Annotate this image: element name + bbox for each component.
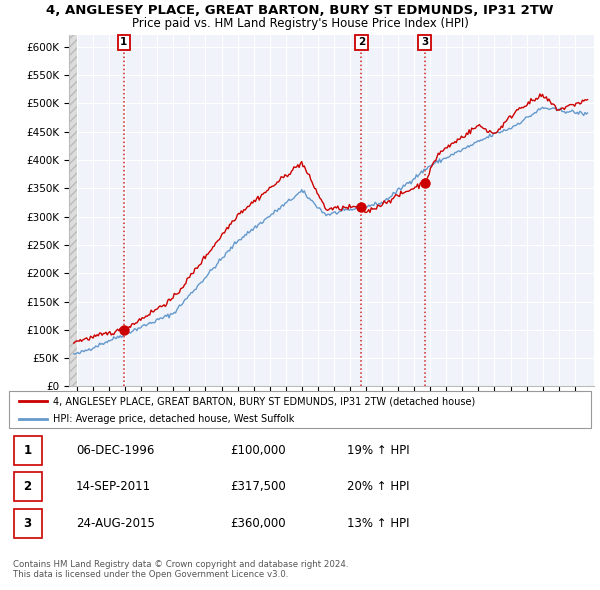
Text: 14-SEP-2011: 14-SEP-2011 [76, 480, 151, 493]
Text: 13% ↑ HPI: 13% ↑ HPI [347, 517, 409, 530]
Text: 1: 1 [120, 37, 128, 47]
FancyBboxPatch shape [14, 509, 41, 538]
FancyBboxPatch shape [9, 391, 591, 428]
Text: Price paid vs. HM Land Registry's House Price Index (HPI): Price paid vs. HM Land Registry's House … [131, 17, 469, 30]
Text: Contains HM Land Registry data © Crown copyright and database right 2024.
This d: Contains HM Land Registry data © Crown c… [13, 560, 349, 579]
FancyBboxPatch shape [14, 472, 41, 501]
Text: 24-AUG-2015: 24-AUG-2015 [76, 517, 155, 530]
Text: 4, ANGLESEY PLACE, GREAT BARTON, BURY ST EDMUNDS, IP31 2TW (detached house): 4, ANGLESEY PLACE, GREAT BARTON, BURY ST… [53, 396, 475, 407]
Text: 2: 2 [23, 480, 32, 493]
Text: HPI: Average price, detached house, West Suffolk: HPI: Average price, detached house, West… [53, 414, 294, 424]
Text: 20% ↑ HPI: 20% ↑ HPI [347, 480, 409, 493]
Text: £317,500: £317,500 [230, 480, 286, 493]
Text: 19% ↑ HPI: 19% ↑ HPI [347, 444, 409, 457]
Text: 3: 3 [23, 517, 32, 530]
Text: £360,000: £360,000 [230, 517, 286, 530]
Text: 3: 3 [421, 37, 428, 47]
Text: 1: 1 [23, 444, 32, 457]
Text: 06-DEC-1996: 06-DEC-1996 [76, 444, 154, 457]
Text: £100,000: £100,000 [230, 444, 286, 457]
FancyBboxPatch shape [14, 435, 41, 465]
Text: 4, ANGLESEY PLACE, GREAT BARTON, BURY ST EDMUNDS, IP31 2TW: 4, ANGLESEY PLACE, GREAT BARTON, BURY ST… [46, 4, 554, 17]
Text: 2: 2 [358, 37, 365, 47]
